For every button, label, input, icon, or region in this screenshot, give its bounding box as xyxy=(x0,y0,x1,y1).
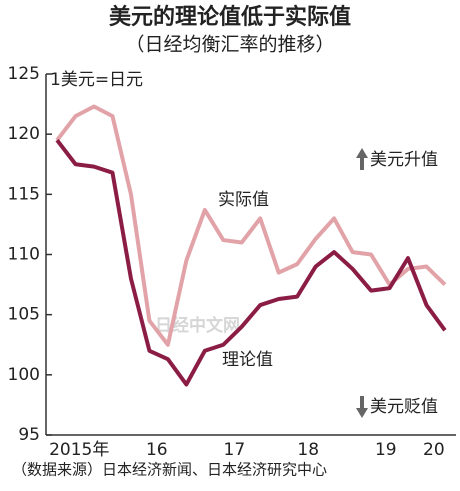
annotation: 实际值 xyxy=(218,190,269,210)
y-tick-label: 100 xyxy=(8,365,40,385)
annotation: 理论值 xyxy=(222,350,273,370)
down-arrow xyxy=(356,396,368,418)
y-tick-label: 115 xyxy=(8,184,40,204)
y-tick-label: 95 xyxy=(18,425,40,445)
y-tick-label: 110 xyxy=(8,245,40,265)
unit-label: 1美元=日元 xyxy=(50,70,143,90)
source: （数据来源）日本经济新闻、日本经济研究中心 xyxy=(12,461,327,479)
y-tick-label: 105 xyxy=(8,305,40,325)
chart-subtitle: （日经均衡汇率的推移） xyxy=(125,34,334,56)
x-tick-label: 20 xyxy=(423,440,445,460)
annotation: 美元升值 xyxy=(370,150,438,170)
chart-title: 美元的理论值低于实际值 xyxy=(109,4,351,30)
watermark: 日经中文网 xyxy=(155,315,240,336)
series-line xyxy=(55,138,447,387)
x-tick-label: 18 xyxy=(297,440,319,460)
x-tick-label: 2015年 xyxy=(49,440,109,460)
y-tick-label: 125 xyxy=(8,64,40,84)
x-tick-label: 19 xyxy=(375,440,397,460)
annotation: 美元贬值 xyxy=(370,397,438,417)
y-tick-label: 120 xyxy=(8,124,40,144)
x-tick-label: 16 xyxy=(146,440,168,460)
series-line xyxy=(55,104,447,347)
x-tick-label: 17 xyxy=(224,440,246,460)
up-arrow xyxy=(356,148,368,170)
